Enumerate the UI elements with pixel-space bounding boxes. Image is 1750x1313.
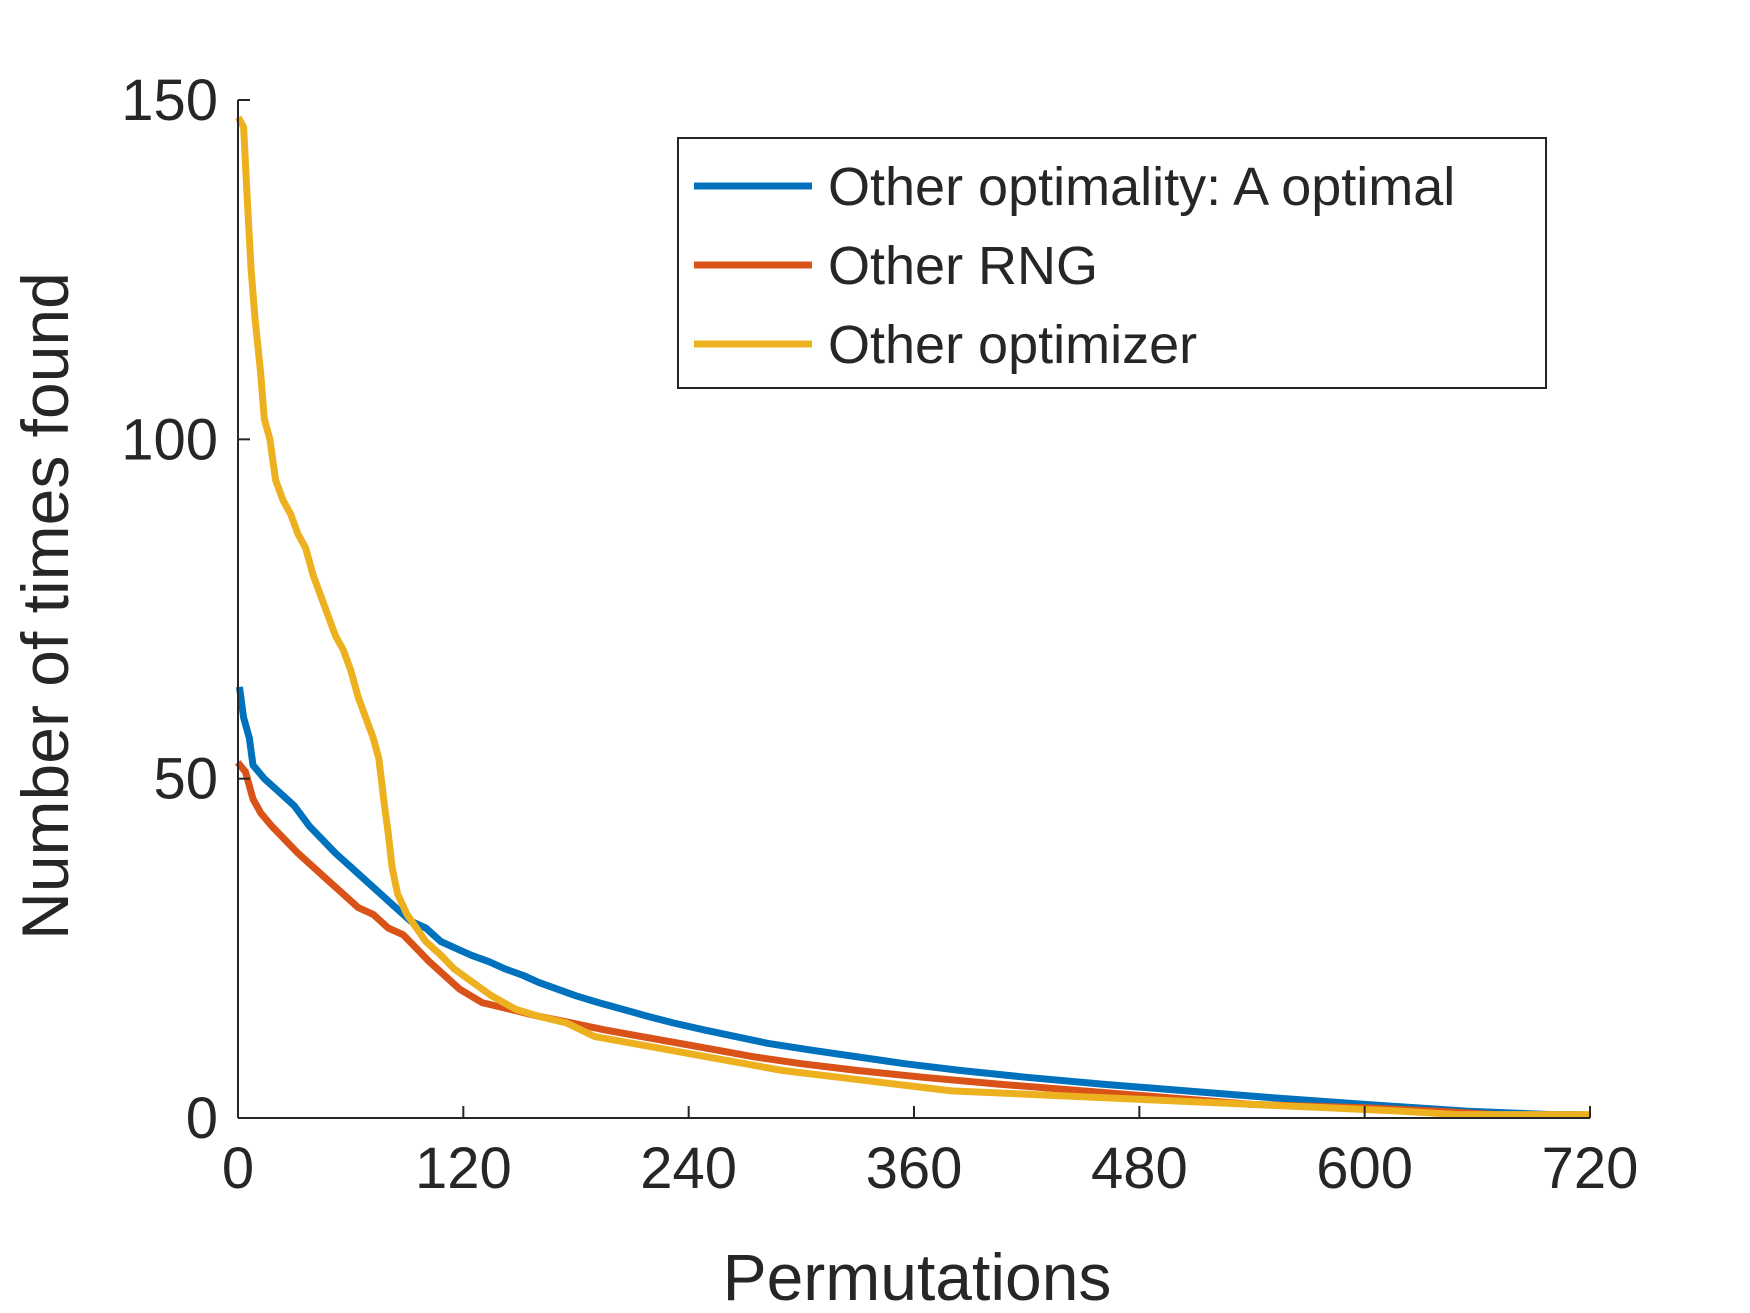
- x-tick-label: 480: [1091, 1136, 1188, 1201]
- series-line-2: [234, 760, 1500, 1119]
- y-axis-label: Number of times found: [8, 272, 82, 940]
- y-tick-label: 100: [121, 407, 218, 472]
- legend-label: Other optimality: A optimal: [828, 157, 1455, 217]
- x-tick-label: 0: [222, 1136, 254, 1201]
- y-tick-label: 150: [121, 68, 218, 133]
- x-tick-label: 600: [1316, 1136, 1413, 1201]
- x-tick-label: 240: [640, 1136, 737, 1201]
- series-line-3: [235, 115, 1590, 1119]
- legend: Other optimality: A optimal Other RNG Othe…: [677, 137, 1547, 389]
- legend-label: Other RNG: [828, 236, 1098, 296]
- y-tick-label: 0: [186, 1086, 218, 1151]
- axes: [237, 99, 1591, 1119]
- x-axis-label: Permutations: [723, 1240, 1112, 1313]
- x-tick-label: 360: [866, 1136, 963, 1201]
- tick-labels: 0 120 240 360 480 600 720 0 50 100 150: [121, 68, 1638, 1201]
- legend-box: [677, 137, 1547, 389]
- y-tick-label: 50: [153, 747, 218, 812]
- x-tick-label: 120: [415, 1136, 512, 1201]
- plot-lines: [234, 115, 1590, 1119]
- legend-label: Other optimizer: [828, 315, 1197, 375]
- x-tick-label: 720: [1542, 1136, 1639, 1201]
- series-line-1: [235, 686, 1583, 1119]
